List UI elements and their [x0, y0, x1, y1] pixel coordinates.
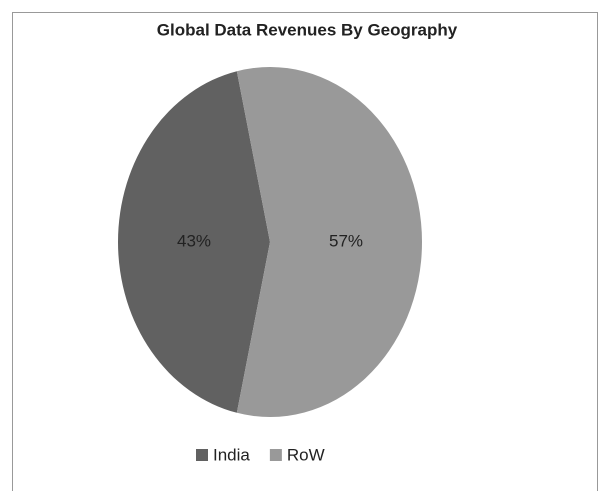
legend-label: RoW — [287, 445, 325, 464]
pie-slice — [236, 67, 422, 417]
data-label: 57% — [329, 231, 363, 250]
pie-slice — [118, 71, 270, 413]
legend-label: India — [213, 445, 250, 464]
data-label: 43% — [177, 231, 211, 250]
legend-swatch — [269, 449, 282, 461]
legend-swatch — [196, 449, 208, 461]
chart-title: Global Data Revenues By Geography — [157, 20, 458, 39]
chart-frame — [12, 12, 598, 491]
